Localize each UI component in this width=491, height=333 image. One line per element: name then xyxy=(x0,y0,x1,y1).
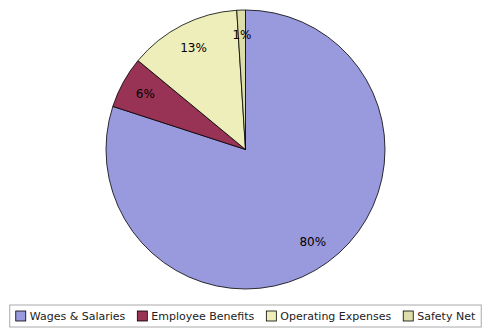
legend-item: Wages & Salaries xyxy=(16,310,126,323)
legend-item: Safety Net xyxy=(403,310,476,323)
pie: 80% 6% 13% 1% xyxy=(106,10,385,289)
legend-label: Operating Expenses xyxy=(280,310,391,323)
data-label: 6% xyxy=(136,87,155,101)
legend-frame xyxy=(10,305,481,327)
data-label: 80% xyxy=(299,235,326,249)
legend-item: Operating Expenses xyxy=(266,310,391,323)
chart: 80% 6% 13% 1% Wages & Salaries Employee Benef… xyxy=(0,0,491,333)
legend-swatch xyxy=(266,311,276,321)
legend-label: Safety Net xyxy=(417,310,476,323)
legend-label: Wages & Salaries xyxy=(30,310,126,323)
pie-slice xyxy=(138,10,245,149)
legend-swatch xyxy=(137,311,147,321)
data-label: 1% xyxy=(232,28,251,42)
legend: Wages & Salaries Employee Benefits Operati… xyxy=(10,305,481,327)
legend-swatch xyxy=(403,311,413,321)
legend-item: Employee Benefits xyxy=(137,310,254,323)
legend-swatch xyxy=(16,311,26,321)
legend-label: Employee Benefits xyxy=(151,310,254,323)
pie-slice xyxy=(106,10,385,289)
data-label: 13% xyxy=(180,41,207,55)
